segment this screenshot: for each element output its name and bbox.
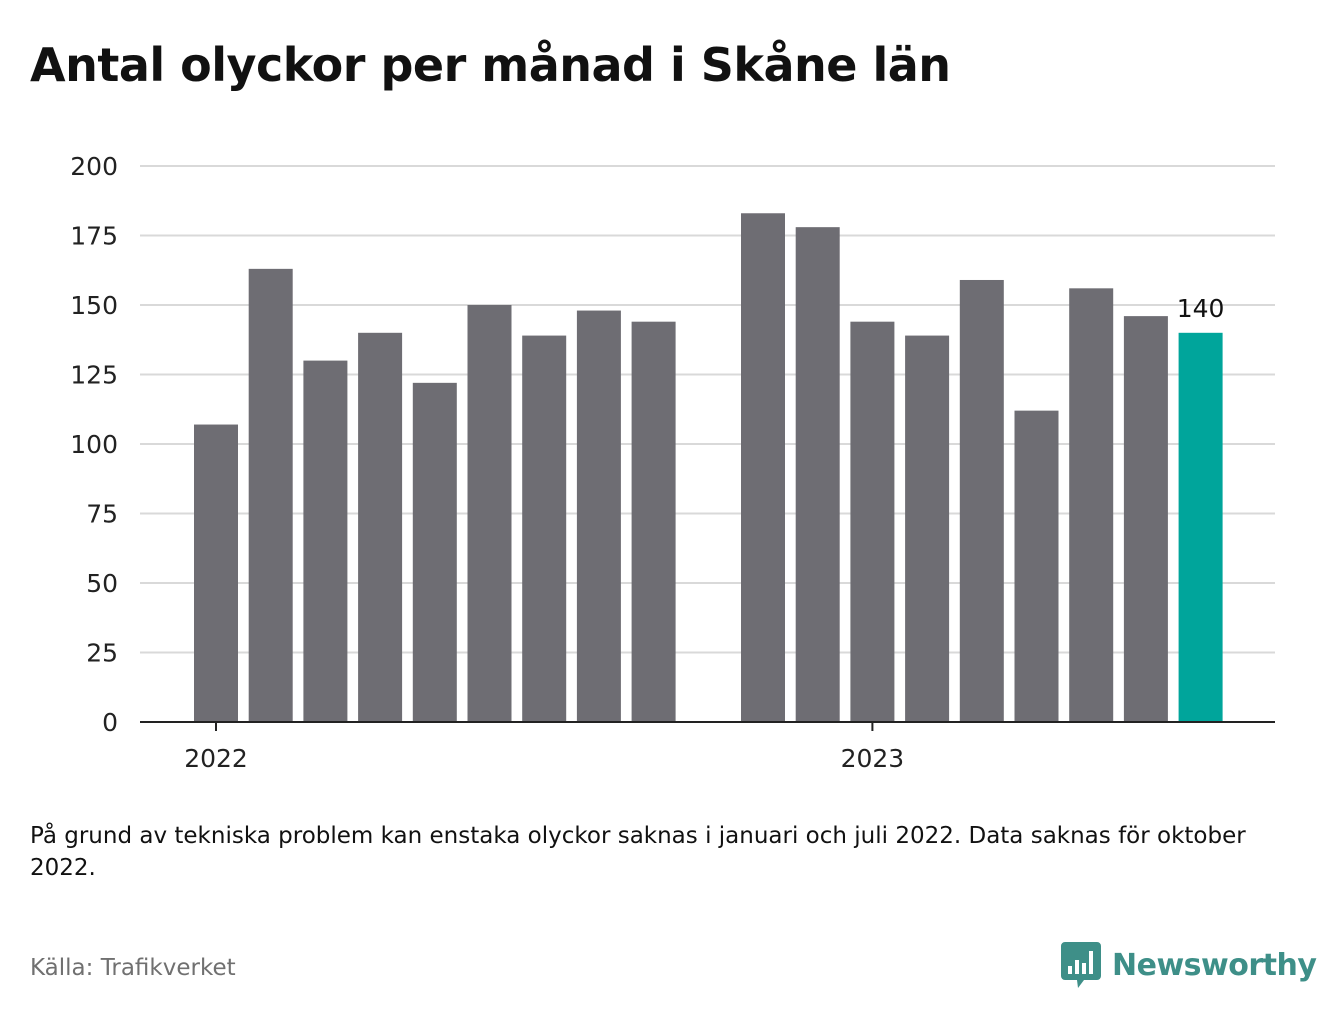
y-tick-label: 175: [70, 222, 118, 251]
y-tick-label: 25: [86, 639, 118, 668]
chart-note: På grund av tekniska problem kan enstaka…: [30, 823, 1246, 881]
source-credit: Källa: Trafikverket: [30, 955, 236, 981]
y-tick-label: 100: [70, 430, 118, 459]
bar: [905, 335, 950, 722]
bar: [248, 268, 293, 722]
y-tick-label: 75: [86, 500, 118, 529]
bar: [1069, 288, 1114, 722]
y-tick-label: 50: [86, 569, 118, 598]
newsworthy-logo-icon: [1061, 942, 1101, 988]
bar: [850, 321, 895, 722]
bar: [959, 279, 1004, 722]
bar: [576, 310, 621, 722]
bar: [741, 213, 785, 722]
brand-name: Newsworthy: [1112, 947, 1317, 983]
data-label: 140: [1177, 294, 1225, 323]
bar: [1014, 410, 1059, 722]
bar: [412, 382, 457, 722]
x-tick-label: 2022: [184, 744, 248, 773]
y-tick-label: 200: [70, 152, 118, 181]
x-tick-label: 2023: [841, 744, 905, 773]
bar: [303, 360, 348, 722]
y-tick-label: 125: [70, 361, 118, 390]
brand-logo: Newsworthy: [1060, 940, 1317, 990]
bar: [358, 332, 403, 722]
bar-highlight: [1178, 332, 1223, 722]
bar-chart: 0 25 50 75 100 125 150 175 200 140 2022 2023: [70, 152, 1275, 773]
chart-title: Antal olyckor per månad i Skåne län: [30, 38, 951, 92]
bar: [795, 227, 840, 722]
bar: [522, 335, 567, 722]
bar: [467, 305, 512, 722]
bar: [631, 321, 676, 722]
bar: [1123, 316, 1168, 722]
bar: [194, 424, 238, 722]
y-tick-label: 150: [70, 291, 118, 320]
y-tick-label: 0: [102, 708, 118, 737]
